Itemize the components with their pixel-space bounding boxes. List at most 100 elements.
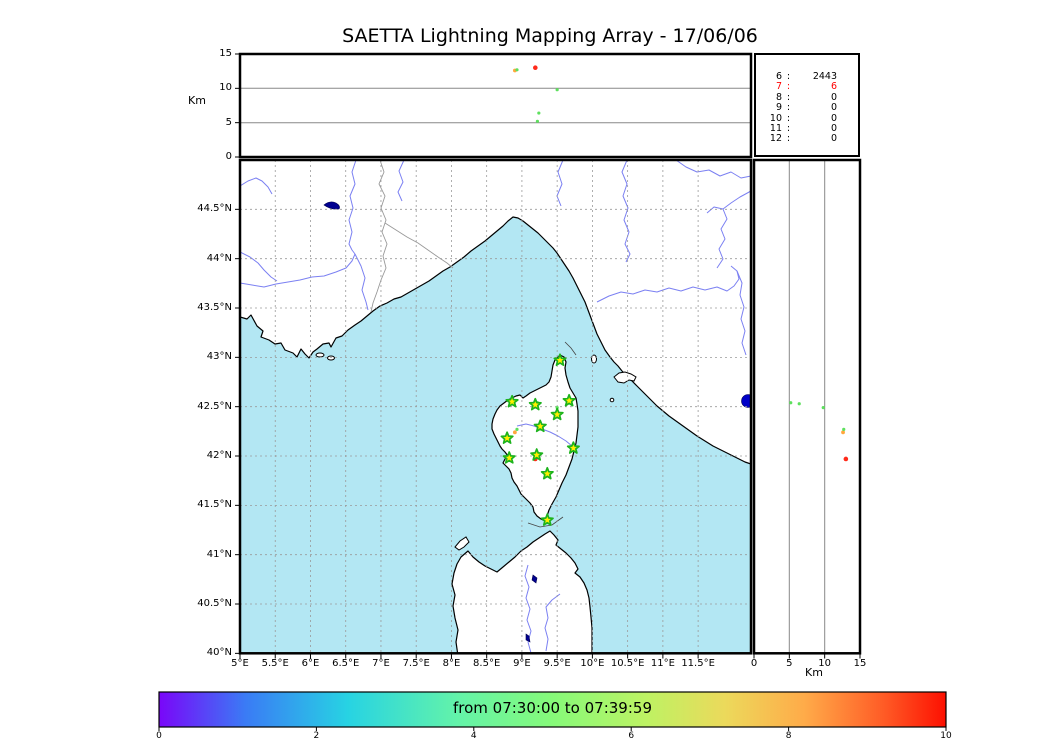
lightning-sources-altitude-latitude <box>789 401 849 462</box>
lon-tick-label: 11°E <box>650 658 675 669</box>
lightning-source-dot <box>533 65 538 71</box>
lightning-source-dot <box>789 401 793 405</box>
top-ytick-label: 15 <box>219 47 232 59</box>
country-borders <box>370 160 454 313</box>
lat-tick-label: 40.5°N <box>197 598 232 609</box>
time-colorbar <box>158 691 947 728</box>
lightning-sources-altitude-longitude <box>512 65 559 123</box>
lightning-source-dot <box>841 430 845 435</box>
lightning-source-dot <box>842 427 846 431</box>
lightning-source-dot <box>535 119 540 123</box>
station-count-text: 0 <box>830 91 837 103</box>
station-count-text: : <box>786 91 791 103</box>
lat-tick-label: 42°N <box>206 450 232 461</box>
station-count-row: 9: 0 <box>756 102 858 114</box>
station-marker <box>505 394 519 408</box>
station-count-legend: 6:2443 7:6 8:0 9:0 10:0 11:0 12:0 <box>754 53 860 157</box>
lon-tick-label: 5.5°E <box>261 658 289 669</box>
colorbar-tick-label: 2 <box>313 731 320 741</box>
station-count-text: 6 <box>775 71 782 82</box>
lightning-source-dot <box>555 88 559 92</box>
station-markers <box>500 353 580 526</box>
lon-tick-label: 8.5°E <box>473 658 501 669</box>
right-xtick-label: 0 <box>750 658 758 669</box>
station-marker <box>530 448 544 461</box>
asinara-island <box>454 536 470 551</box>
lon-tick-label: 9°E <box>513 658 531 669</box>
lon-tick-label: 5°E <box>231 658 249 669</box>
hyeres-island-2 <box>327 355 335 361</box>
montecristo-island <box>609 397 615 403</box>
top-ytick-label: 0 <box>225 151 232 162</box>
station-count-row: 11: 0 <box>756 123 858 135</box>
station-count-text: : <box>786 112 791 124</box>
station-count-row: 12: 0 <box>756 133 858 145</box>
right-xtick-label: 10 <box>818 658 832 669</box>
station-count-text: : <box>786 102 791 114</box>
map-panel <box>238 158 753 655</box>
altitude-longitude-panel <box>238 52 753 159</box>
station-marker <box>502 451 516 464</box>
colorbar-tick-label: 0 <box>156 731 162 741</box>
lat-tick-label: 43°N <box>206 351 232 363</box>
top-ytick-label: 5 <box>225 116 232 128</box>
lon-tick-label: 11.5°E <box>681 658 715 669</box>
station-marker <box>528 397 542 411</box>
lon-tick-label: 9.5°E <box>543 658 571 669</box>
station-count-row: 8: 0 <box>756 91 858 103</box>
station-count-text: 0 <box>830 112 837 124</box>
axis-tick-marks <box>158 53 947 731</box>
elba-island <box>613 371 637 384</box>
station-count-text: 10 <box>769 112 782 124</box>
plot-title: SAETTA Lightning Mapping Array - 17/06/0… <box>342 25 758 47</box>
lightning-source-dot <box>512 430 517 435</box>
lon-tick-label: 10.5°E <box>610 658 645 669</box>
lat-tick-label: 44°N <box>206 252 232 264</box>
lon-tick-label: 6.5°E <box>332 658 360 669</box>
right-panel-xlabel: Km <box>805 666 823 679</box>
station-count-text: 6 <box>830 81 837 93</box>
station-count-text: : <box>786 71 791 82</box>
station-count-text: : <box>786 123 791 135</box>
coastline-mainland <box>240 160 751 465</box>
station-count-text: 0 <box>830 133 837 145</box>
top-ytick-label: 10 <box>219 82 232 94</box>
station-count-row: 6: 2443 <box>756 71 858 82</box>
station-count-text: : <box>786 133 791 145</box>
colorbar-tick-label: 8 <box>785 731 792 741</box>
altitude-latitude-panel <box>752 158 862 655</box>
lat-tick-label: 41.5°N <box>197 499 232 511</box>
lightning-source-dot <box>537 111 541 115</box>
lat-tick-label: 40°N <box>206 647 232 659</box>
colorbar-tick-label: 4 <box>470 731 477 741</box>
lakes <box>323 201 751 643</box>
station-count-text: 11 <box>769 123 782 135</box>
station-count-text: 12 <box>769 133 782 145</box>
lightning-source-dot <box>821 406 825 410</box>
lightning-source-dot <box>797 402 801 406</box>
right-xtick-label: 15 <box>853 658 867 669</box>
rivers <box>240 160 751 654</box>
lon-tick-label: 6°E <box>301 658 320 669</box>
station-marker <box>553 353 567 367</box>
map-grid-lines <box>240 160 751 654</box>
station-count-text: 0 <box>830 123 837 135</box>
station-marker <box>533 419 547 433</box>
station-marker <box>562 393 576 407</box>
colorbar-tick-label: 10 <box>940 731 952 741</box>
station-count-text: 7 <box>775 81 782 93</box>
station-count-text: : <box>786 81 791 93</box>
right-xtick-label: 5 <box>786 658 793 669</box>
hyeres-island <box>315 352 325 358</box>
lightning-source-dot <box>843 456 849 462</box>
top-panel-ylabel: Km <box>188 94 206 107</box>
lightning-source-dot <box>515 427 519 431</box>
lat-tick-label: 42.5°N <box>197 400 232 412</box>
lon-tick-label: 10°E <box>580 658 605 669</box>
lat-tick-label: 43.5°N <box>197 302 232 313</box>
station-count-text: 0 <box>830 102 837 114</box>
lat-tick-label: 41°N <box>206 548 232 560</box>
lat-tick-label: 44.5°N <box>197 203 232 215</box>
